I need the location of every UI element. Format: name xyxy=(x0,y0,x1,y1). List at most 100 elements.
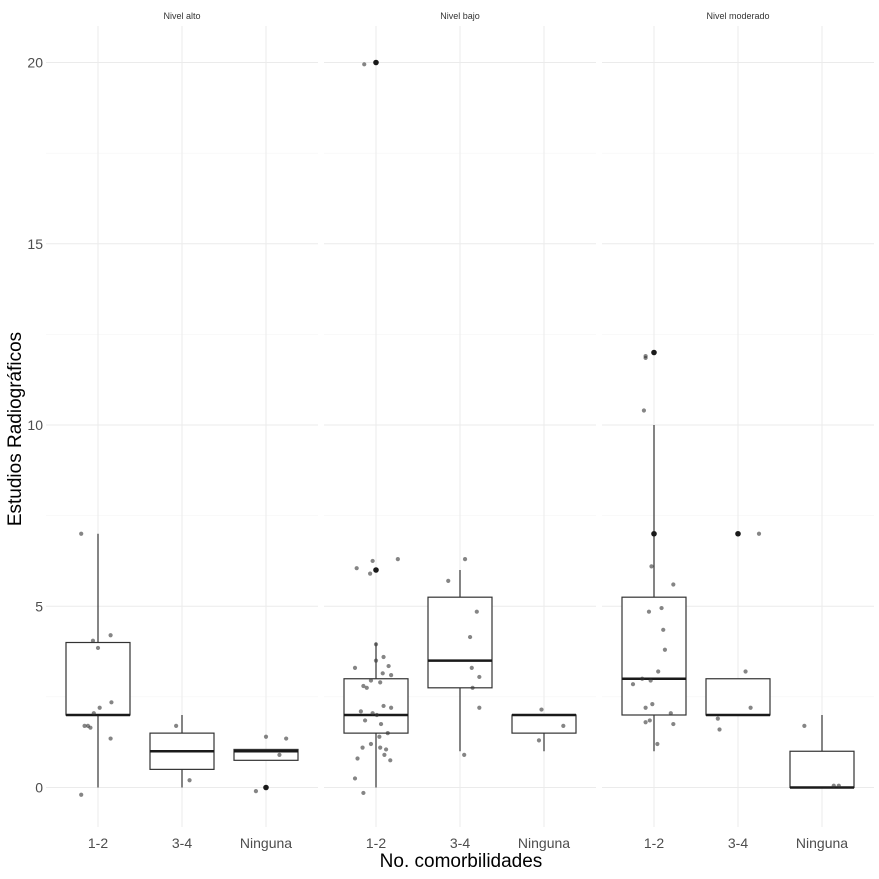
data-point xyxy=(82,723,87,728)
data-point xyxy=(469,665,474,670)
data-point xyxy=(91,711,96,716)
y-tick-label: 5 xyxy=(35,598,43,614)
data-point xyxy=(389,673,394,678)
data-point xyxy=(659,605,664,611)
data-point xyxy=(108,736,113,741)
data-point xyxy=(756,531,762,536)
data-point xyxy=(95,645,101,651)
data-point xyxy=(381,654,386,660)
x-tick-label: 1-2 xyxy=(644,835,664,851)
data-point xyxy=(373,658,379,663)
data-point xyxy=(378,721,384,727)
data-point xyxy=(743,669,748,674)
outlier-point xyxy=(651,349,657,356)
data-point xyxy=(462,752,467,757)
data-point xyxy=(368,741,374,747)
data-point xyxy=(354,566,359,571)
data-point xyxy=(386,663,391,669)
box xyxy=(511,714,577,734)
labels-layer: 0 5 10 15 20 Nivel alto 1-2 3-4 Ninguna Nivel baj… xyxy=(27,11,848,851)
data-point xyxy=(650,702,655,707)
data-point xyxy=(381,703,386,709)
data-point xyxy=(358,709,363,714)
data-point xyxy=(368,678,374,683)
data-point xyxy=(671,721,676,727)
box xyxy=(705,678,771,716)
box xyxy=(65,641,131,716)
data-point xyxy=(362,718,368,723)
data-point xyxy=(648,678,653,683)
data-point xyxy=(174,723,179,728)
data-point xyxy=(477,674,482,680)
data-point xyxy=(467,634,473,640)
data-point xyxy=(277,752,282,757)
panel-label: Nivel moderado xyxy=(706,11,769,21)
data-point xyxy=(373,642,379,647)
data-point xyxy=(643,705,648,710)
data-point xyxy=(643,720,648,725)
data-point xyxy=(352,776,358,781)
data-point xyxy=(263,734,269,739)
data-point xyxy=(374,712,379,718)
y-axis-title: Estudios Radiográficos xyxy=(5,332,26,526)
data-point xyxy=(79,531,84,536)
data-point xyxy=(661,627,666,632)
data-point xyxy=(717,727,722,732)
data-point xyxy=(470,685,475,690)
data-point xyxy=(187,778,192,783)
data-point xyxy=(641,408,647,413)
data-point xyxy=(748,705,753,710)
data-point xyxy=(383,747,389,752)
data-point xyxy=(364,685,369,690)
data-point xyxy=(380,671,385,676)
x-tick-label: Ninguna xyxy=(518,835,570,851)
x-tick-label: Ninguna xyxy=(240,835,292,851)
data-point xyxy=(361,683,366,689)
data-point xyxy=(640,676,645,681)
outlier-point xyxy=(373,59,379,66)
box xyxy=(427,596,493,689)
data-point xyxy=(97,705,102,710)
data-point xyxy=(802,723,807,728)
data-point xyxy=(649,564,654,569)
data-point xyxy=(715,716,720,721)
outlier-point xyxy=(735,530,741,537)
data-point xyxy=(378,680,383,685)
data-point xyxy=(446,578,451,583)
data-point xyxy=(362,62,367,67)
x-tick-label: 1-2 xyxy=(88,835,108,851)
box xyxy=(789,750,855,789)
outlier-point xyxy=(263,784,269,791)
outlier-point xyxy=(651,530,657,537)
data-point xyxy=(671,582,676,587)
outlier-point xyxy=(373,567,379,573)
y-tick-label: 10 xyxy=(27,417,43,433)
x-tick-label: 3-4 xyxy=(450,835,470,851)
data-point xyxy=(378,745,383,750)
data-point xyxy=(109,700,114,705)
data-point xyxy=(836,783,841,788)
x-tick-label: 1-2 xyxy=(366,835,386,851)
data-point xyxy=(561,723,566,728)
data-point xyxy=(477,705,482,710)
data-point xyxy=(630,682,636,687)
data-point xyxy=(539,707,544,712)
data-point xyxy=(662,647,668,652)
data-point xyxy=(108,633,113,638)
y-tick-label: 0 xyxy=(35,780,43,796)
data-point xyxy=(474,609,479,614)
x-tick-label: 3-4 xyxy=(728,835,748,851)
data-point xyxy=(361,790,366,796)
x-tick-label: 3-4 xyxy=(172,835,192,851)
box xyxy=(343,678,409,734)
data-point xyxy=(655,741,660,747)
data-point xyxy=(88,725,93,730)
data-point xyxy=(368,571,373,576)
data-point xyxy=(370,558,375,564)
data-point xyxy=(284,736,289,741)
data-point xyxy=(668,711,673,716)
data-point xyxy=(656,669,661,674)
data-point xyxy=(388,758,393,763)
points-layer xyxy=(79,59,841,797)
